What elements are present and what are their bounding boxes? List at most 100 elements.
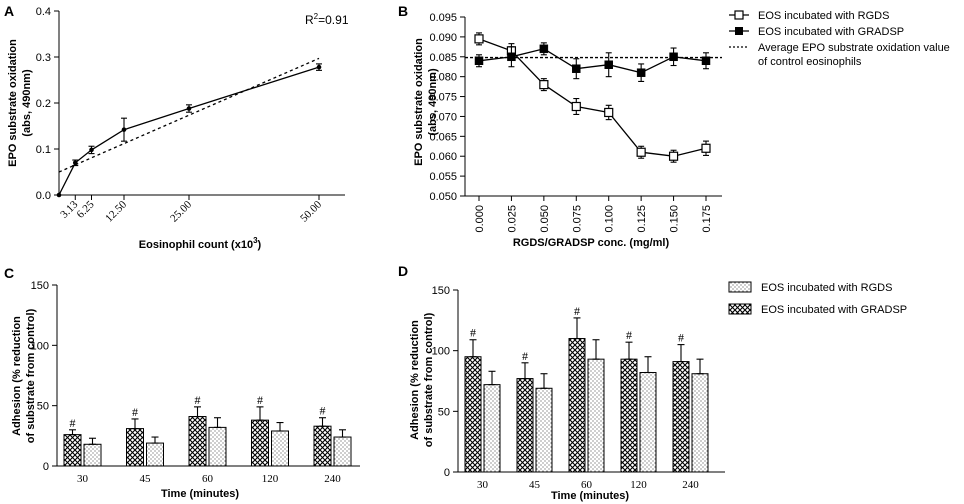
panel-a-data-point xyxy=(89,147,94,153)
panel-b-y-tick-label: 0.090 xyxy=(429,32,457,44)
panel-b-y-tick-label: 0.050 xyxy=(429,191,457,203)
panel-c-error-bar xyxy=(339,429,346,438)
panel-a-data-point xyxy=(72,160,78,166)
panel-b-rgds-point xyxy=(474,34,484,44)
panel-a-r-squared: R2=0.91 xyxy=(305,12,349,27)
panel-c-significance-mark: # xyxy=(132,405,138,419)
panel-b-gradsp-point xyxy=(604,60,613,69)
legend-rgds-label: EOS incubated with RGDS xyxy=(758,10,889,22)
panel-d-x-tick-label: 60 xyxy=(581,479,593,491)
panel-b-gradsp-point xyxy=(701,56,711,66)
panel-b-x-tick-label: 0.100 xyxy=(604,205,616,233)
panel-d-y-tick-label: 50 xyxy=(438,406,450,418)
panel-d-significance-mark: # xyxy=(470,326,476,340)
panel-d-y-tick-label: 150 xyxy=(432,285,450,297)
panel-d-gradsp-bar xyxy=(672,361,690,473)
panel-c: 0 50 100 150 #30 #45 #60 #120 #240 Adhesion (% … xyxy=(11,280,360,500)
panel-c-error-bar xyxy=(89,437,96,445)
panel-c-rgds-bar xyxy=(146,442,164,467)
panel-d-gradsp-bar xyxy=(516,378,534,473)
panel-d-x-tick-label: 45 xyxy=(529,479,541,491)
panel-b-y-tick-label: 0.075 xyxy=(429,92,457,104)
panel-b-y-tick-label: 0.065 xyxy=(429,131,457,143)
panel-c-x-tick-label: 45 xyxy=(140,473,152,485)
panel-label-a: A xyxy=(4,3,14,19)
panel-b-y-tick-label: 0.070 xyxy=(429,111,457,123)
panel-a-y-tick-label: 0.4 xyxy=(36,6,51,18)
panel-c-rgds-bar xyxy=(208,426,227,467)
panel-c-y-label: Adhesion (% reduction of substrate from c… xyxy=(11,308,37,443)
panel-d-error-bar xyxy=(696,358,704,375)
panel-b-gradsp-point xyxy=(474,56,484,66)
panel-b-y-tick-label: 0.060 xyxy=(429,151,457,163)
panel-d-error-bar xyxy=(488,370,496,386)
panel-b-rgds-point xyxy=(668,151,679,161)
panel-c-x-tick-label: 120 xyxy=(262,473,279,485)
panel-c-error-bar xyxy=(276,422,284,432)
panel-c-rgds-bar xyxy=(83,443,102,467)
panel-c-y-tick-label: 50 xyxy=(37,401,49,413)
legend-d-rgds-swatch xyxy=(728,281,752,293)
panel-d-y-tick-label: 0 xyxy=(444,467,450,479)
panel-c-gradsp-bar xyxy=(188,416,207,467)
panel-a: 0.00.10.20.30.4 3.136.25 12.50 25.00 50.00 … xyxy=(7,6,349,251)
panel-d-legend: EOS incubated with RGDS EOS incubated wi… xyxy=(728,281,907,316)
panel-b-rgds-line xyxy=(478,38,707,157)
panel-d-y-tick-label: 100 xyxy=(432,346,450,358)
panel-a-x-tick-label: 6.25 xyxy=(75,198,97,220)
panel-b: 0.050 0.055 0.060 0.065 0.070 0.075 0.080 0.085… xyxy=(413,10,950,249)
panel-a-fit-line xyxy=(58,57,320,173)
panel-b-gradsp-point xyxy=(507,52,516,62)
panel-d-x-tick-label: 240 xyxy=(682,479,699,491)
panel-d-y-label: Adhesion (% reduction of substrate from c… xyxy=(409,312,435,447)
panel-d-rgds-bar xyxy=(691,373,709,473)
legend-control-label: Average EPO substrate oxidation value of … xyxy=(758,42,950,68)
panel-c-error-bar xyxy=(131,418,139,430)
panel-d-error-bar xyxy=(540,373,548,389)
panel-c-gradsp-bar xyxy=(126,428,144,467)
legend-d-rgds-label: EOS incubated with RGDS xyxy=(761,282,892,294)
panel-b-rgds-point xyxy=(604,107,614,118)
panel-b-y-tick-label: 0.055 xyxy=(429,171,457,183)
panel-d-error-bar xyxy=(521,362,529,380)
panel-c-error-bar xyxy=(69,429,76,436)
panel-c-x-tick-label: 60 xyxy=(202,473,214,485)
panel-d-error-bar xyxy=(592,339,600,360)
panel-a-y-tick-label: 0.2 xyxy=(36,98,51,110)
panel-b-gradsp-point xyxy=(572,64,581,73)
panel-b-rgds-point xyxy=(571,101,581,112)
panel-c-error-bar xyxy=(319,417,326,427)
panel-a-data-point xyxy=(56,192,62,198)
panel-d-rgds-bar xyxy=(639,372,657,473)
legend-gradsp-marker xyxy=(735,27,743,35)
panel-a-x-tick-label: 50.00 xyxy=(298,198,324,224)
panel-b-gradsp-line xyxy=(478,48,707,74)
panel-b-x-tick-label: 0.175 xyxy=(701,205,713,233)
legend-d-gradsp-swatch xyxy=(728,303,752,315)
panel-d-significance-mark: # xyxy=(678,331,684,345)
panel-c-gradsp-bar xyxy=(63,434,82,467)
panel-a-data-point xyxy=(121,127,127,132)
panel-d-error-bar xyxy=(469,339,477,358)
panel-c-y-tick-label: 0 xyxy=(43,461,49,473)
panel-d-gradsp-bar xyxy=(568,338,586,473)
panel-b-x-label: RGDS/GRADSP conc. (mg/ml) xyxy=(513,237,670,249)
panel-c-rgds-bar xyxy=(271,430,289,467)
panel-label-d: D xyxy=(398,263,408,279)
panel-d-gradsp-bar xyxy=(620,358,638,473)
panel-a-y-tick-label: 0.1 xyxy=(36,144,51,156)
panel-a-x-label: Eosinophil count (x103) xyxy=(139,236,262,251)
panel-c-error-bar xyxy=(256,406,264,421)
panel-c-significance-mark: # xyxy=(320,404,326,418)
panel-b-rgds-point xyxy=(701,143,711,153)
panel-d-significance-mark: # xyxy=(522,349,528,363)
panel-b-y-tick-label: 0.085 xyxy=(429,52,457,64)
panel-c-gradsp-bar xyxy=(251,419,269,467)
panel-d-x-tick-label: 120 xyxy=(630,479,647,491)
panel-a-y-tick-label: 0.0 xyxy=(36,190,51,202)
panel-b-rgds-point xyxy=(636,147,646,157)
panel-d: 0 50 100 150 #30 #45 #60 #120 #240 Adhesion (% … xyxy=(409,281,907,502)
panel-c-x-tick-label: 240 xyxy=(324,473,341,485)
panel-c-x-tick-label: 30 xyxy=(77,473,89,485)
